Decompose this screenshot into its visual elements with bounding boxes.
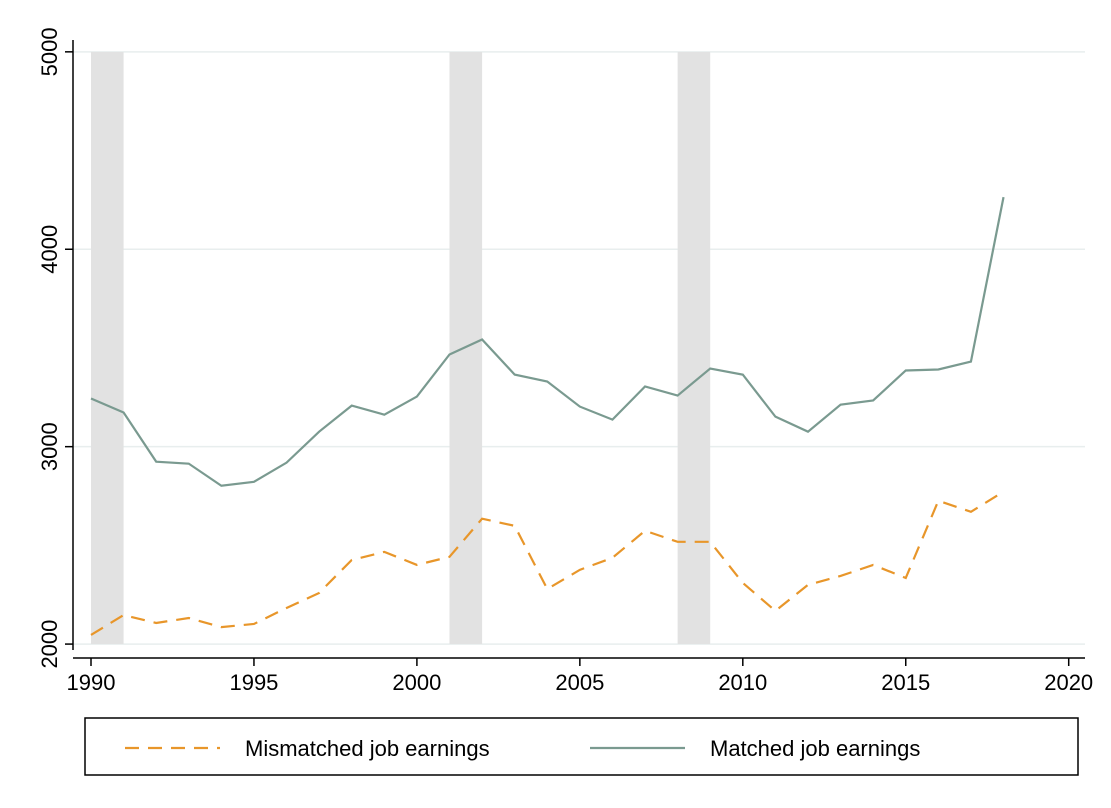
x-tick-label: 2000 bbox=[392, 670, 441, 695]
series-line bbox=[90, 196, 1005, 487]
legend-label: Mismatched job earnings bbox=[245, 736, 490, 761]
series-line bbox=[90, 490, 1005, 636]
y-tick-label: 3000 bbox=[37, 422, 62, 471]
x-tick-label: 1990 bbox=[67, 670, 116, 695]
x-tick-label: 1995 bbox=[229, 670, 278, 695]
legend-label: Matched job earnings bbox=[710, 736, 920, 761]
recession-band bbox=[91, 52, 124, 644]
y-tick-label: 4000 bbox=[37, 225, 62, 274]
y-tick-label: 5000 bbox=[37, 27, 62, 76]
recession-band bbox=[677, 52, 711, 644]
x-tick-label: 2010 bbox=[718, 670, 767, 695]
x-tick-label: 2015 bbox=[881, 670, 930, 695]
x-tick-label: 2020 bbox=[1044, 670, 1093, 695]
x-tick-label: 2005 bbox=[555, 670, 604, 695]
legend: Mismatched job earnings Matched job earni… bbox=[84, 717, 1079, 776]
legend-box bbox=[84, 717, 1079, 776]
y-tick-label: 2000 bbox=[37, 620, 62, 669]
